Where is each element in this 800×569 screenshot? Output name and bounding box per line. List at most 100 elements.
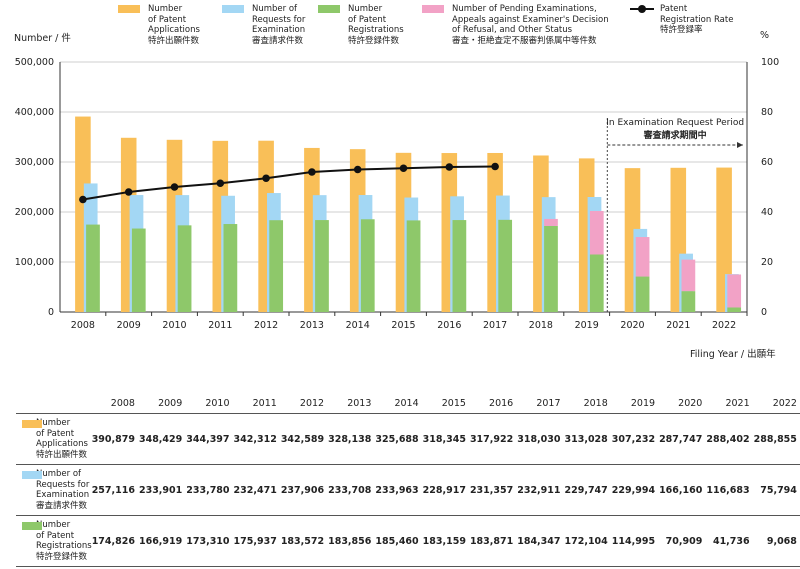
bar-registrations: [635, 276, 650, 312]
legend-text: of Patent: [348, 14, 387, 25]
table-row-swatch: [22, 471, 42, 479]
point-rate: [353, 165, 362, 174]
table-row: Number of Patent Applications 特許出願件数 390,879…: [16, 413, 800, 465]
data-table: 2008 2009 2010 2011 2012 2013 2014 2015 2016 2017…: [16, 394, 800, 567]
table-header-year: 2015: [422, 394, 470, 414]
legend-text: Number: [148, 4, 183, 14]
table-cell: 328,138: [328, 413, 376, 465]
bar-registrations: [452, 220, 467, 312]
table-header-year: 2010: [186, 394, 234, 414]
table-header-year: 2011: [233, 394, 281, 414]
period-arrowhead: [737, 142, 743, 148]
table-header-year: 2017: [517, 394, 565, 414]
table-cell: 9,068: [753, 515, 800, 567]
legend-text: of Patent: [148, 14, 187, 25]
table-row-label: Number of Patent Applications 特許出願件数: [16, 413, 92, 465]
table-cell: 70,909: [659, 515, 707, 567]
legend-text: Number: [348, 4, 383, 14]
x-tick-label: 2016: [437, 320, 461, 331]
table-cell: 231,357: [469, 464, 518, 516]
legend-text: Appeals against Examiner's Decision: [452, 14, 609, 25]
legend-swatch-requests: [222, 5, 244, 13]
table-cell: 166,160: [659, 464, 707, 516]
table-header-year: 2021: [706, 394, 754, 414]
y2-tick-label: 20: [761, 257, 773, 268]
table-cell: 317,922: [469, 413, 518, 465]
legend-text: Registrations: [348, 25, 404, 35]
legend-text: Examination: [252, 25, 306, 35]
period-annotation: In Examination Request Period: [606, 118, 744, 128]
y-tick-label: 200,000: [15, 207, 54, 218]
y2-tick-label: 60: [761, 157, 773, 168]
table-row-label-text: 審査請求件数: [36, 500, 88, 511]
table-cell: 232,471: [233, 464, 281, 516]
legend-text-jp: 特許登録件数: [348, 35, 400, 46]
table-cell: 173,310: [186, 515, 234, 567]
table-cell: 287,747: [659, 413, 707, 465]
table-cell: 390,879: [91, 413, 139, 465]
table-cell: 257,116: [91, 464, 139, 516]
point-rate: [124, 188, 133, 196]
point-rate: [216, 179, 225, 188]
table-cell: 183,871: [469, 515, 518, 567]
x-tick-label: 2008: [71, 320, 95, 331]
table-header-year: 2020: [659, 394, 707, 414]
bar-registrations: [498, 219, 513, 312]
table-row-label-text: Number: [36, 418, 71, 428]
point-rate: [399, 164, 408, 173]
y-tick-label: 0: [48, 307, 54, 318]
table-cell: 114,995: [611, 515, 660, 567]
point-rate: [491, 162, 499, 171]
table-cell: 228,917: [422, 464, 470, 516]
legend-text: Patent: [660, 4, 688, 14]
table-cell: 175,937: [233, 515, 281, 567]
x-tick-label: 2022: [712, 320, 736, 331]
bar-registrations: [360, 219, 375, 312]
table-row-swatch: [22, 420, 42, 428]
table-cell: 344,397: [186, 413, 234, 465]
table-cell: 318,345: [422, 413, 470, 465]
point-rate: [445, 163, 454, 171]
table-cell: 237,906: [280, 464, 329, 516]
legend-text-jp: 特許登録率: [660, 25, 703, 35]
table-header-year: 2019: [611, 394, 660, 414]
table-cell: 288,855: [753, 413, 800, 465]
y-right-axis-title: %: [760, 30, 770, 41]
table-cell: 229,994: [611, 464, 660, 516]
x-tick-label: 2020: [620, 320, 644, 331]
table-row-label-text: Registrations: [36, 541, 92, 551]
point-rate: [79, 195, 87, 204]
legend-text-jp: 審査・拒絶査定不服審判係属中等件数: [452, 35, 597, 46]
y2-tick-label: 0: [761, 307, 767, 318]
table-cell: 342,312: [233, 413, 281, 465]
table-cell: 233,963: [375, 464, 423, 516]
x-tick-label: 2014: [346, 320, 370, 331]
x-tick-label: 2011: [208, 320, 232, 331]
y-tick-label: 100,000: [15, 257, 54, 268]
legend-text: Applications: [148, 25, 200, 35]
table-row-label-text: 特許登録件数: [36, 551, 88, 562]
table-cell: 174,826: [91, 515, 139, 567]
table-row-swatch: [22, 522, 42, 530]
table-cell: 233,901: [138, 464, 187, 516]
period-annotation-jp: 審査請求期間中: [643, 129, 707, 141]
bar-registrations: [177, 225, 192, 312]
bar-registrations: [544, 225, 558, 312]
legend-text: Number of: [252, 4, 298, 14]
table-header-year: 2022: [753, 394, 800, 414]
table-cell: 166,919: [138, 515, 187, 567]
y2-tick-label: 100: [761, 57, 779, 68]
y-left-axis-title: Number / 件: [14, 33, 71, 44]
x-tick-label: 2019: [575, 320, 599, 331]
y-tick-label: 500,000: [15, 57, 54, 68]
bar-registrations: [315, 220, 329, 312]
legend-swatch-pending: [422, 5, 444, 13]
x-tick-label: 2013: [300, 320, 324, 331]
table-cell: 183,159: [422, 515, 470, 567]
table-header-row: 2008 2009 2010 2011 2012 2013 2014 2015 2016 2017…: [16, 394, 800, 414]
bar-registrations: [681, 291, 696, 312]
bar-pending: [635, 237, 650, 277]
table-header-year: 2013: [328, 394, 376, 414]
table-row-label: Number of Requests for Examination 審査請求件数: [16, 464, 92, 516]
table-row-label-text: Number: [36, 520, 71, 530]
